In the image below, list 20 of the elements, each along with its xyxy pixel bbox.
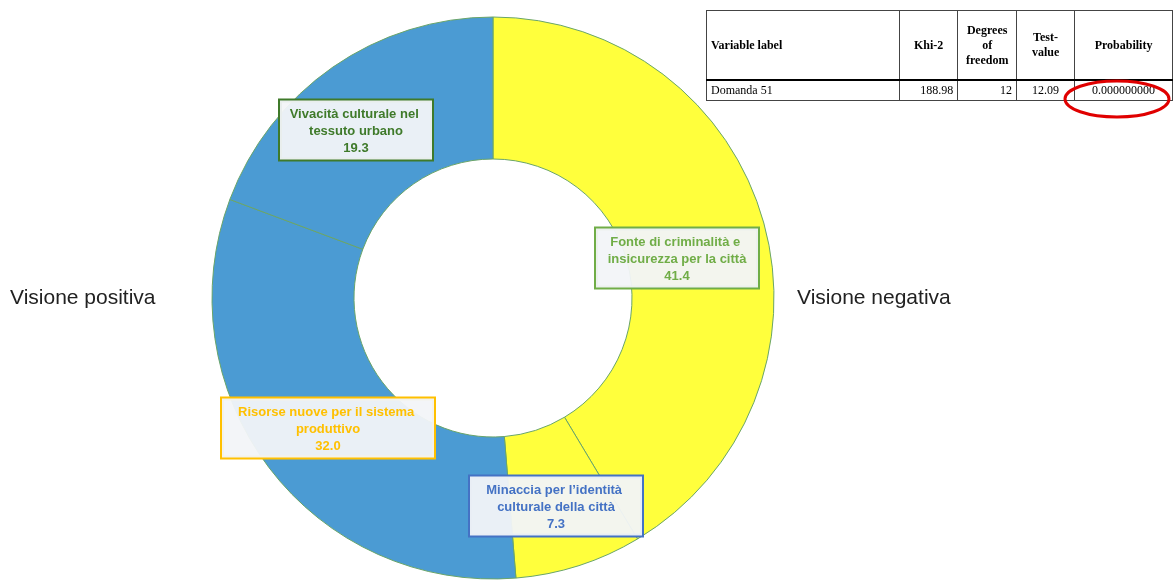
text: 188.98 <box>899 80 958 101</box>
text: 12.09 <box>1016 80 1075 101</box>
slice-label: Minaccia per l’identità culturale della città <box>486 481 626 514</box>
text: Probability <box>1074 10 1173 80</box>
text: Domanda 51 <box>706 80 900 101</box>
text: Khi-2 <box>899 10 958 80</box>
text: 12 <box>957 80 1017 101</box>
data-label: 19.3 <box>343 139 369 155</box>
slice-label: Risorse nuove per il sistema produttivo <box>238 403 418 436</box>
text: 0.000000000 <box>1074 80 1173 101</box>
data-label: 41.4 <box>664 267 691 283</box>
slice-label: Fonte di criminalità e insicurezza per la città <box>607 233 748 266</box>
slice-label: Vivacità culturale nel tessuto urbano <box>289 105 423 138</box>
text: Degrees of freedom <box>957 10 1017 80</box>
text: Variable label <box>706 10 900 80</box>
text: Visione positiva <box>10 285 156 309</box>
data-label: 7.3 <box>546 515 566 531</box>
data-label: 32.0 <box>315 437 341 453</box>
text: Test-value <box>1016 10 1075 80</box>
text: Visione negativa <box>797 285 951 309</box>
